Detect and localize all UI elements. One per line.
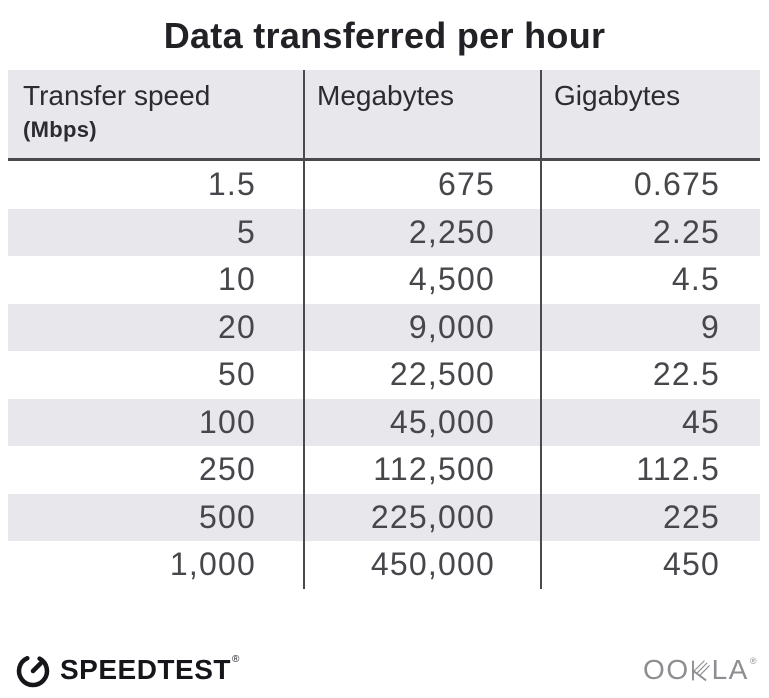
footer: SPEEDTEST ® OO LA ® (14, 651, 758, 689)
table-body: 1.5 675 0.675 5 2,250 2.25 10 4,500 4.5 … (8, 161, 760, 589)
header-transfer-speed: Transfer speed (Mbps) (8, 70, 303, 158)
cell-transfer-speed: 1.5 (207, 166, 256, 202)
cell-gigabytes: 112.5 (540, 446, 760, 494)
cell-gigabytes: 22.5 (540, 351, 760, 399)
table-row: 250 112,500 112.5 (8, 446, 760, 494)
ookla-logo: OO LA ® (643, 656, 758, 684)
cell-megabytes: 4,500 (303, 256, 540, 304)
ookla-k-glyph (691, 659, 710, 681)
table-row: 5 2,250 2.25 (8, 208, 760, 256)
header-megabytes-label: Megabytes (317, 80, 454, 111)
cell-gigabytes: 45 (540, 398, 760, 446)
table-row: 100 45,000 45 (8, 398, 760, 446)
cell-gigabytes: 9 (540, 303, 760, 351)
header-megabytes: Megabytes (303, 70, 540, 158)
cell-transfer-speed: 50 (218, 356, 256, 392)
ookla-registered-mark: ® (749, 656, 758, 666)
table-row: 1,000 450,000 450 (8, 541, 760, 589)
cell-megabytes: 2,250 (303, 208, 540, 256)
cell-transfer-speed: 100 (199, 403, 256, 440)
cell-transfer-speed: 250 (199, 451, 256, 487)
cell-gigabytes: 4.5 (540, 256, 760, 304)
cell-transfer-speed: 10 (218, 261, 256, 297)
cell-gigabytes: 2.25 (540, 208, 760, 256)
cell-gigabytes: 0.675 (540, 161, 760, 209)
cell-transfer-speed: 1,000 (169, 546, 256, 582)
cell-megabytes: 225,000 (303, 493, 540, 541)
cell-megabytes: 45,000 (303, 398, 540, 446)
speedtest-registered-mark: ® (231, 654, 240, 665)
cell-megabytes: 9,000 (303, 303, 540, 351)
header-transfer-speed-label: Transfer speed (23, 80, 211, 111)
cell-transfer-speed: 500 (199, 498, 256, 535)
header-gigabytes: Gigabytes (540, 70, 760, 158)
ookla-letters-la: LA (711, 654, 749, 685)
cell-megabytes: 112,500 (303, 446, 540, 494)
table-row: 10 4,500 4.5 (8, 256, 760, 304)
speedtest-wordmark: SPEEDTEST (60, 654, 231, 685)
header-divider-line (8, 158, 760, 161)
cell-gigabytes: 450 (540, 541, 760, 589)
cell-transfer-speed: 5 (237, 213, 256, 250)
ookla-letters-oo: OO (643, 654, 690, 685)
header-transfer-speed-unit: (Mbps) (23, 117, 97, 142)
data-table: Transfer speed (Mbps) Megabytes Gigabyte… (8, 70, 760, 589)
table-row: 20 9,000 9 (8, 303, 760, 351)
table-row: 50 22,500 22.5 (8, 351, 760, 399)
table-row: 500 225,000 225 (8, 493, 760, 541)
page-title: Data transferred per hour (163, 15, 606, 56)
table-header-row: Transfer speed (Mbps) Megabytes Gigabyte… (8, 70, 760, 158)
cell-transfer-speed: 20 (218, 308, 256, 345)
speedtest-gauge-icon (16, 655, 50, 688)
cell-gigabytes: 225 (540, 493, 760, 541)
cell-megabytes: 675 (303, 161, 540, 209)
cell-megabytes: 450,000 (303, 541, 540, 589)
table-row: 1.5 675 0.675 (8, 161, 760, 209)
header-gigabytes-label: Gigabytes (554, 80, 681, 111)
speedtest-logo: SPEEDTEST ® (14, 651, 239, 689)
cell-megabytes: 22,500 (303, 351, 540, 399)
